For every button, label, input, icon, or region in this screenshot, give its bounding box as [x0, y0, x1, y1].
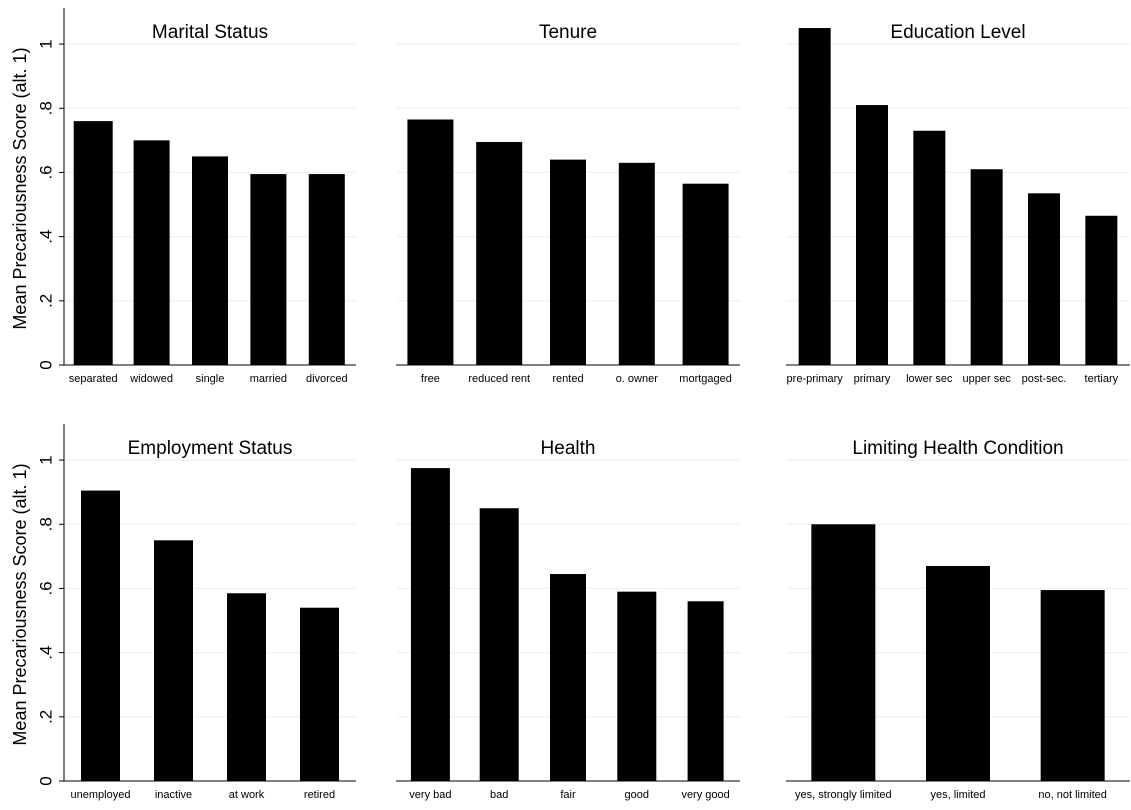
bar — [913, 130, 946, 365]
category-label: upper sec — [963, 373, 1012, 385]
category-label: good — [625, 789, 649, 801]
y-tick-label: .2 — [36, 294, 55, 308]
bar — [1028, 193, 1060, 365]
bar — [410, 468, 450, 781]
category-label: unemployed — [71, 789, 131, 801]
bar — [811, 524, 876, 781]
bar — [856, 105, 888, 366]
panel-title: Education Level — [890, 22, 1025, 43]
category-label: no, not limited — [1038, 789, 1106, 801]
y-axis-label: Mean Precariousness Score (alt. 1) — [10, 463, 30, 745]
bar — [682, 183, 729, 365]
bar — [476, 141, 523, 365]
category-label: tertiary — [1085, 373, 1119, 385]
bar — [617, 591, 657, 781]
y-tick-label: .6 — [36, 581, 55, 595]
category-label: lower sec — [906, 373, 953, 385]
panel-title: Tenure — [539, 22, 597, 43]
bar — [618, 162, 655, 365]
y-tick-label: .4 — [36, 230, 55, 244]
category-label: single — [196, 373, 225, 385]
bar — [687, 601, 724, 781]
category-label: bad — [490, 789, 508, 801]
y-tick-label: .6 — [36, 165, 55, 179]
bar — [1040, 590, 1105, 781]
category-label: widowed — [129, 373, 173, 385]
bar — [1085, 215, 1118, 365]
bar — [407, 119, 454, 365]
category-label: o. owner — [616, 373, 659, 385]
category-label: at work — [229, 789, 265, 801]
y-tick-label: 0 — [36, 360, 55, 369]
bar — [73, 121, 113, 365]
category-label: rented — [552, 373, 583, 385]
bar — [550, 574, 586, 781]
bar — [192, 156, 228, 365]
bar — [250, 174, 287, 365]
category-label: divorced — [306, 373, 348, 385]
panel-title: Employment Status — [128, 438, 293, 459]
panel-title: Marital Status — [152, 22, 268, 43]
category-label: primary — [854, 373, 891, 385]
bar — [227, 593, 266, 781]
bar — [479, 508, 519, 781]
category-label: separated — [69, 373, 118, 385]
bar — [926, 565, 990, 781]
category-label: mortgaged — [679, 373, 732, 385]
y-tick-label: .8 — [36, 517, 55, 531]
panel-title: Health — [541, 438, 596, 459]
bar — [308, 174, 345, 365]
bar — [970, 169, 1003, 365]
bar — [798, 28, 831, 366]
category-label: fair — [560, 789, 576, 801]
category-label: reduced rent — [468, 373, 530, 385]
y-tick-label: .8 — [36, 101, 55, 115]
category-label: married — [250, 373, 287, 385]
category-label: very good — [681, 789, 729, 801]
y-tick-label: 1 — [36, 39, 55, 48]
bar — [300, 607, 339, 781]
bar — [133, 140, 170, 365]
y-tick-label: 0 — [36, 776, 55, 785]
y-axis-label: Mean Precariousness Score (alt. 1) — [10, 47, 30, 329]
y-tick-label: .2 — [36, 710, 55, 724]
y-tick-label: .4 — [36, 646, 55, 660]
y-tick-label: 1 — [36, 455, 55, 464]
bar — [550, 159, 586, 365]
panel-title: Limiting Health Condition — [852, 438, 1063, 459]
category-label: inactive — [155, 789, 192, 801]
category-label: yes, strongly limited — [795, 789, 892, 801]
category-label: very bad — [409, 789, 451, 801]
bar — [154, 540, 193, 781]
category-label: post-sec. — [1022, 373, 1067, 385]
category-label: yes, limited — [930, 789, 985, 801]
bar — [81, 490, 120, 781]
category-label: free — [421, 373, 440, 385]
category-label: retired — [304, 789, 335, 801]
category-label: pre-primary — [787, 373, 844, 385]
